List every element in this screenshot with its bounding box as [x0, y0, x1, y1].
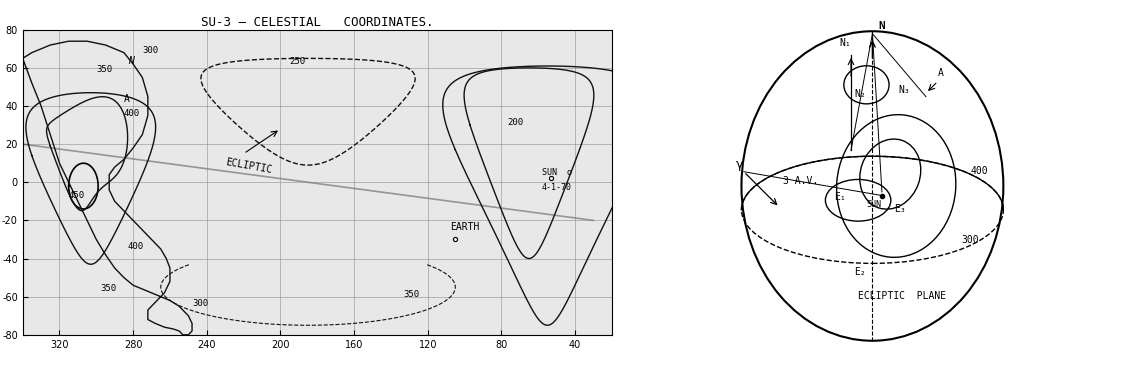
Text: ECLIPTIC: ECLIPTIC: [225, 157, 273, 175]
Text: 3 A.V.: 3 A.V.: [783, 176, 818, 186]
Text: 250: 250: [290, 57, 306, 66]
Text: SUN  o: SUN o: [542, 168, 572, 177]
Text: 4-1-70: 4-1-70: [542, 183, 572, 192]
Text: E₃: E₃: [894, 204, 905, 214]
Text: N: N: [128, 56, 134, 66]
Text: 400: 400: [970, 166, 988, 176]
Text: 450: 450: [69, 190, 85, 199]
Text: A: A: [938, 68, 944, 78]
Text: 400: 400: [123, 109, 140, 118]
Text: N: N: [878, 21, 885, 31]
Text: SUN: SUN: [867, 201, 881, 209]
Text: 300: 300: [143, 46, 159, 55]
Text: N₁: N₁: [840, 38, 851, 48]
Text: 350: 350: [96, 65, 112, 74]
Text: 200: 200: [506, 118, 523, 127]
Text: N₃: N₃: [898, 85, 910, 95]
Text: A: A: [123, 94, 130, 104]
Text: ECLIPTIC  PLANE: ECLIPTIC PLANE: [858, 291, 946, 301]
Text: E₁: E₁: [834, 192, 846, 202]
Text: γ: γ: [735, 158, 743, 171]
Text: 300: 300: [191, 299, 208, 308]
Text: E₂: E₂: [854, 267, 867, 277]
Text: 350: 350: [100, 284, 116, 293]
Text: EARTH: EARTH: [450, 222, 479, 232]
Title: SU-3 — CELESTIAL   COORDINATES.: SU-3 — CELESTIAL COORDINATES.: [201, 16, 434, 29]
Text: N₂: N₂: [854, 89, 867, 99]
Text: 350: 350: [403, 290, 420, 299]
Text: 400: 400: [128, 242, 144, 251]
Text: 300: 300: [962, 235, 979, 245]
